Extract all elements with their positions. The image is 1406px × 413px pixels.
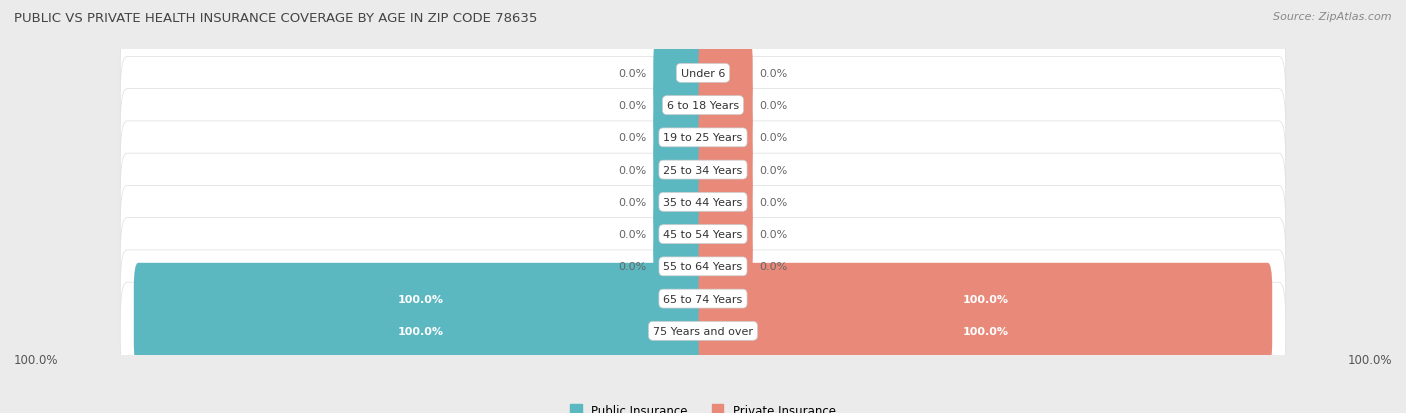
Text: 35 to 44 Years: 35 to 44 Years — [664, 197, 742, 207]
Text: 0.0%: 0.0% — [759, 197, 787, 207]
FancyBboxPatch shape — [699, 263, 1272, 335]
FancyBboxPatch shape — [699, 135, 752, 206]
FancyBboxPatch shape — [699, 167, 752, 238]
FancyBboxPatch shape — [654, 199, 707, 270]
Text: PUBLIC VS PRIVATE HEALTH INSURANCE COVERAGE BY AGE IN ZIP CODE 78635: PUBLIC VS PRIVATE HEALTH INSURANCE COVER… — [14, 12, 537, 25]
Text: 0.0%: 0.0% — [619, 165, 647, 175]
FancyBboxPatch shape — [699, 199, 752, 270]
Text: 100.0%: 100.0% — [962, 326, 1008, 336]
Text: 100.0%: 100.0% — [1347, 354, 1392, 366]
Text: 19 to 25 Years: 19 to 25 Years — [664, 133, 742, 143]
Text: 100.0%: 100.0% — [398, 326, 444, 336]
Text: 0.0%: 0.0% — [619, 197, 647, 207]
FancyBboxPatch shape — [121, 57, 1285, 154]
FancyBboxPatch shape — [699, 70, 752, 142]
Text: 6 to 18 Years: 6 to 18 Years — [666, 101, 740, 111]
Text: 0.0%: 0.0% — [759, 165, 787, 175]
Text: 0.0%: 0.0% — [619, 133, 647, 143]
FancyBboxPatch shape — [654, 38, 707, 109]
FancyBboxPatch shape — [699, 295, 1272, 367]
FancyBboxPatch shape — [121, 218, 1285, 315]
Text: 0.0%: 0.0% — [619, 69, 647, 78]
FancyBboxPatch shape — [121, 25, 1285, 122]
FancyBboxPatch shape — [654, 167, 707, 238]
Text: Under 6: Under 6 — [681, 69, 725, 78]
FancyBboxPatch shape — [654, 135, 707, 206]
FancyBboxPatch shape — [699, 38, 752, 109]
Text: Source: ZipAtlas.com: Source: ZipAtlas.com — [1274, 12, 1392, 22]
FancyBboxPatch shape — [134, 295, 707, 367]
FancyBboxPatch shape — [121, 250, 1285, 347]
Text: 45 to 54 Years: 45 to 54 Years — [664, 230, 742, 240]
FancyBboxPatch shape — [134, 263, 707, 335]
FancyBboxPatch shape — [121, 186, 1285, 283]
Text: 0.0%: 0.0% — [759, 101, 787, 111]
Text: 25 to 34 Years: 25 to 34 Years — [664, 165, 742, 175]
Text: 0.0%: 0.0% — [619, 230, 647, 240]
Text: 0.0%: 0.0% — [759, 69, 787, 78]
Text: 100.0%: 100.0% — [398, 294, 444, 304]
Text: 75 Years and over: 75 Years and over — [652, 326, 754, 336]
Text: 55 to 64 Years: 55 to 64 Years — [664, 262, 742, 272]
Text: 100.0%: 100.0% — [14, 354, 59, 366]
Text: 0.0%: 0.0% — [759, 230, 787, 240]
FancyBboxPatch shape — [654, 102, 707, 174]
Text: 65 to 74 Years: 65 to 74 Years — [664, 294, 742, 304]
FancyBboxPatch shape — [121, 282, 1285, 380]
FancyBboxPatch shape — [121, 154, 1285, 251]
Text: 100.0%: 100.0% — [962, 294, 1008, 304]
FancyBboxPatch shape — [654, 70, 707, 142]
Text: 0.0%: 0.0% — [619, 262, 647, 272]
FancyBboxPatch shape — [121, 121, 1285, 219]
FancyBboxPatch shape — [654, 231, 707, 302]
Text: 0.0%: 0.0% — [759, 133, 787, 143]
FancyBboxPatch shape — [699, 231, 752, 302]
Text: 0.0%: 0.0% — [759, 262, 787, 272]
FancyBboxPatch shape — [699, 102, 752, 174]
Legend: Public Insurance, Private Insurance: Public Insurance, Private Insurance — [571, 404, 835, 413]
FancyBboxPatch shape — [121, 90, 1285, 187]
Text: 0.0%: 0.0% — [619, 101, 647, 111]
